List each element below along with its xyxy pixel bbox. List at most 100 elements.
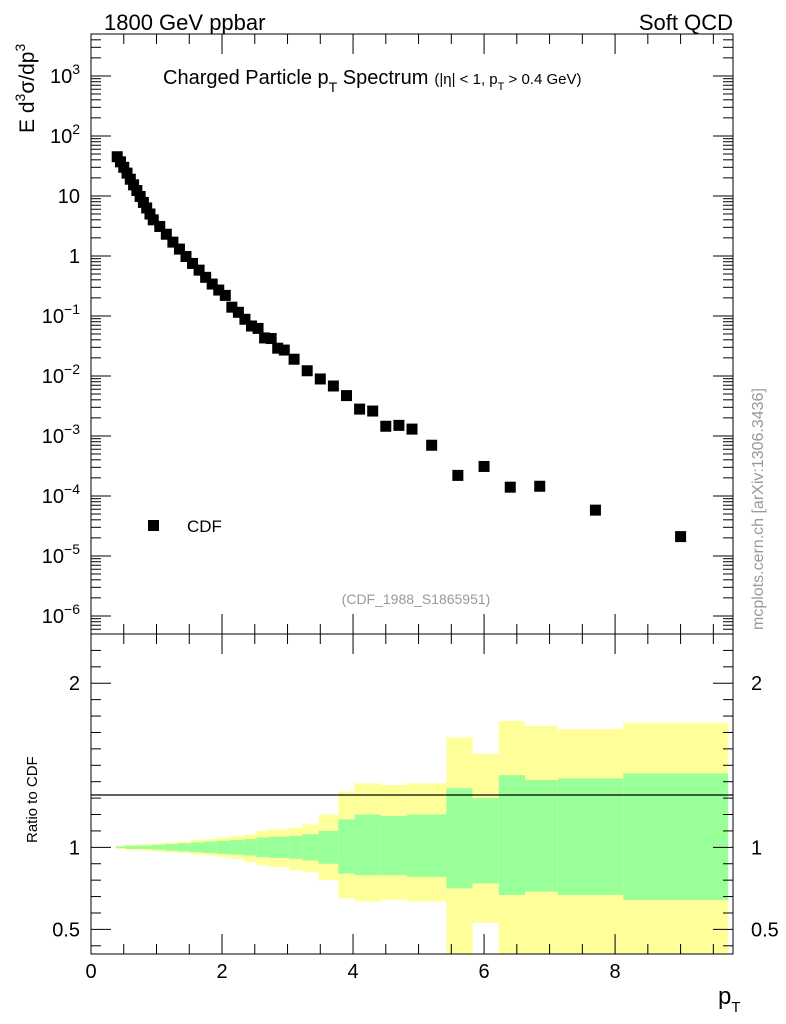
y-tick-label: 10−2 bbox=[42, 361, 80, 388]
data-point bbox=[141, 202, 153, 214]
chart-title-sub: T bbox=[329, 79, 338, 95]
uncertainty-band-inner bbox=[354, 814, 381, 876]
y-tick-label-exp: −6 bbox=[64, 601, 80, 617]
data-point bbox=[426, 439, 438, 451]
data-point bbox=[173, 243, 185, 255]
y-label-b: σ/dp bbox=[16, 52, 39, 94]
uncertainty-band-inner bbox=[498, 775, 526, 895]
ratio-panel-frame bbox=[90, 633, 734, 955]
uncertainty-band-inner bbox=[151, 844, 165, 850]
data-point bbox=[367, 405, 379, 417]
y-tick-label: 10−5 bbox=[42, 541, 80, 568]
data-point bbox=[118, 161, 130, 173]
y-tick-label-base: 10 bbox=[42, 486, 64, 508]
data-point bbox=[534, 480, 546, 492]
data-point bbox=[340, 390, 352, 402]
data-point bbox=[504, 481, 516, 493]
ratio-y-tick-label-left: 1 bbox=[69, 837, 80, 859]
data-point bbox=[187, 257, 199, 269]
x-tick-label: 8 bbox=[610, 961, 621, 983]
data-point bbox=[134, 190, 146, 202]
y-tick-label-exp: −5 bbox=[64, 541, 80, 557]
data-point bbox=[301, 365, 313, 377]
uncertainty-band-inner bbox=[338, 819, 355, 874]
y-tick-label-exp: −3 bbox=[64, 421, 80, 437]
data-point bbox=[406, 423, 418, 435]
data-point bbox=[226, 301, 238, 313]
data-point bbox=[327, 380, 339, 392]
y-label-sup1: 3 bbox=[12, 93, 28, 101]
data-point bbox=[252, 322, 264, 334]
y-tick-label-exp: −1 bbox=[64, 301, 80, 317]
main-y-axis-label: E d3σ/dp3 bbox=[12, 44, 39, 133]
data-point bbox=[452, 469, 464, 481]
data-point bbox=[246, 320, 257, 332]
y-label-sup2: 3 bbox=[12, 44, 28, 52]
x-tick-labels: 0 2 4 6 8 bbox=[85, 961, 620, 983]
data-point bbox=[167, 236, 179, 248]
uncertainty-band-inner bbox=[318, 830, 339, 864]
data-point bbox=[137, 196, 149, 208]
uncertainty-band-inner bbox=[256, 837, 270, 858]
header-right: Soft QCD bbox=[639, 10, 733, 35]
chart-title-cut: (|η| < 1, p bbox=[434, 71, 497, 88]
uncertainty-band-inner bbox=[125, 845, 139, 849]
chart-title-cut-tail: > 0.4 GeV) bbox=[504, 71, 581, 88]
ratio-bands bbox=[115, 720, 729, 954]
ratio-y-axis-label: Ratio to CDF bbox=[24, 756, 41, 843]
data-point bbox=[219, 289, 231, 301]
chart-title-cut-sub: T bbox=[498, 81, 505, 93]
data-point bbox=[200, 271, 212, 283]
uncertainty-band-inner bbox=[190, 842, 205, 853]
uncertainty-band-inner bbox=[446, 788, 473, 889]
uncertainty-band-inner bbox=[407, 814, 447, 877]
data-point bbox=[259, 332, 271, 344]
data-point bbox=[354, 403, 366, 415]
uncertainty-band-inner bbox=[177, 843, 191, 852]
uncertainty-band-inner bbox=[138, 845, 152, 849]
data-point bbox=[154, 220, 166, 232]
y-tick-label: 10−3 bbox=[42, 421, 80, 448]
uncertainty-band-inner bbox=[230, 839, 244, 855]
y-tick-label-exp: 2 bbox=[72, 121, 80, 137]
data-point bbox=[206, 278, 218, 290]
data-point bbox=[239, 313, 251, 325]
ratio-y-tick-label-left: 0.5 bbox=[52, 919, 80, 941]
data-point bbox=[589, 504, 601, 516]
y-tick-label: 102 bbox=[50, 121, 80, 148]
header-left: 1800 GeV ppbar bbox=[104, 10, 265, 35]
uncertainty-band-inner bbox=[269, 836, 290, 858]
data-point bbox=[380, 420, 392, 432]
x-tick-label: 2 bbox=[216, 961, 227, 983]
chart-title-tail: Spectrum bbox=[337, 67, 428, 89]
main-panel-frame bbox=[90, 33, 734, 635]
uncertainty-band-inner bbox=[472, 798, 499, 884]
uncertainty-band-inner bbox=[623, 773, 729, 900]
uncertainty-band-inner bbox=[164, 844, 178, 851]
x-axis-label-sub: T bbox=[731, 999, 740, 1016]
data-points bbox=[111, 151, 687, 543]
legend-marker bbox=[148, 520, 159, 531]
data-point bbox=[288, 353, 300, 365]
x-tick-label: 4 bbox=[347, 961, 358, 983]
y-tick-label: 10 bbox=[58, 186, 80, 208]
data-point bbox=[160, 228, 172, 240]
y-tick-label: 10−4 bbox=[42, 481, 80, 508]
data-point bbox=[314, 373, 326, 385]
y-tick-label: 10−1 bbox=[42, 301, 80, 328]
y-label-a: E d bbox=[16, 101, 39, 133]
data-point bbox=[675, 531, 687, 543]
uncertainty-band-inner bbox=[115, 846, 126, 849]
data-point bbox=[265, 333, 277, 345]
y-tick-label-base: 10 bbox=[42, 426, 64, 448]
uncertainty-band-inner bbox=[204, 841, 218, 854]
x-axis-label-main: p bbox=[718, 983, 731, 1010]
data-point bbox=[131, 185, 143, 197]
y-tick-label: 103 bbox=[50, 61, 80, 88]
ratio-y-tick-labels: 0.5 0.5 1 1 2 2 bbox=[52, 673, 779, 941]
y-tick-label-base: 1 bbox=[69, 246, 80, 268]
x-tick-label: 6 bbox=[478, 961, 489, 983]
